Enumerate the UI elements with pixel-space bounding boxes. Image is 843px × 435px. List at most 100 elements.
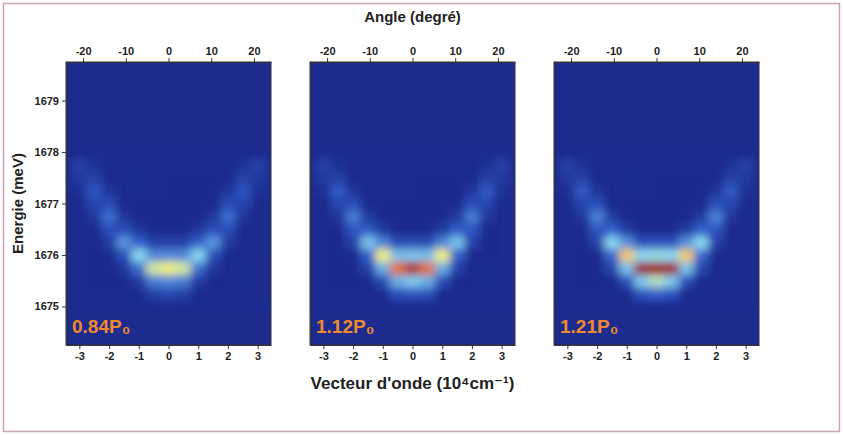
x2-tick-mark [327, 58, 328, 62]
heatmap-cell [206, 261, 221, 274]
heatmap-cell [494, 287, 509, 300]
heatmap-cell [723, 249, 738, 262]
x2-tick-mark [126, 58, 127, 62]
heatmap-cell [131, 274, 146, 287]
heatmap-cell [664, 249, 679, 262]
heatmap-cell [191, 197, 206, 210]
y-tick: 1677 [35, 198, 66, 210]
x2-tick-mark [614, 58, 615, 62]
x2-tick-mark [657, 58, 658, 62]
x2-tick: 0 [410, 45, 416, 62]
heatmap-cell [405, 261, 420, 274]
heatmap-cell [723, 274, 738, 287]
x-tick-mark [597, 345, 598, 349]
x2-tick-mark [571, 58, 572, 62]
heatmap-cell [420, 274, 435, 287]
heatmap-cell [361, 171, 376, 184]
heatmap-cell [390, 158, 405, 171]
heatmap-cell [206, 274, 221, 287]
heatmap-cell [361, 261, 376, 274]
x-tick-label: 2 [469, 350, 475, 362]
x2-tick-mark [742, 58, 743, 62]
plot-area [72, 158, 266, 300]
heatmap-cell [479, 223, 494, 236]
heatmap-cell [361, 287, 376, 300]
heatmap-cell [361, 236, 376, 249]
heatmap-cell [479, 197, 494, 210]
heatmap-cell [708, 274, 723, 287]
heatmap-cell [72, 249, 87, 262]
heatmap-cell [435, 249, 450, 262]
heatmap-cell [131, 223, 146, 236]
heatmap-cell [619, 184, 634, 197]
heatmap-cell [331, 287, 346, 300]
heatmap-cell [435, 210, 450, 223]
heatmap-cell [206, 249, 221, 262]
heatmap-cell [131, 158, 146, 171]
heatmap-cell [679, 274, 694, 287]
y-tick-label: 1676 [35, 249, 59, 261]
heatmap-cell [435, 197, 450, 210]
x2-tick: 10 [450, 45, 462, 62]
heatmap-cell [191, 223, 206, 236]
heatmap-cell [479, 210, 494, 223]
heatmap-cell [87, 287, 102, 300]
heatmap-cell [679, 210, 694, 223]
heatmap-cell [605, 249, 620, 262]
heatmap-cell [435, 287, 450, 300]
heatmap-cell [464, 171, 479, 184]
heatmap-cell [250, 197, 265, 210]
heatmap-cell [146, 158, 161, 171]
x-tick-label: 3 [255, 350, 261, 362]
heatmap-cell [316, 261, 331, 274]
heatmap-cell [346, 223, 361, 236]
heatmap-cell [191, 249, 206, 262]
y-tick-mark [62, 204, 66, 205]
y-axis: 16751676167716781679 [35, 63, 67, 346]
heatmap-cell [316, 287, 331, 300]
heatmap-cell [161, 197, 176, 210]
x-tick-mark [353, 345, 354, 349]
heatmap-cell [72, 184, 87, 197]
heatmap-cell [619, 197, 634, 210]
x-tick-label: -3 [563, 350, 573, 362]
heatmap-cell [316, 171, 331, 184]
x2-tick-label: 10 [694, 45, 706, 57]
x2-tick-mark [254, 58, 255, 62]
heatmap-cell [494, 171, 509, 184]
y-tick-label: 1677 [35, 198, 59, 210]
heatmap-cell [738, 287, 753, 300]
heatmap-cell [738, 274, 753, 287]
heatmap-cell [117, 236, 132, 249]
heatmap-cell [390, 287, 405, 300]
heatmap-cell [161, 158, 176, 171]
x2-tick-label: 10 [206, 45, 218, 57]
heatmap-cell [450, 236, 465, 249]
heatmap-cell [176, 236, 191, 249]
heatmap-cell [679, 184, 694, 197]
heatmap-cell [176, 197, 191, 210]
heatmap-cell [694, 158, 709, 171]
heatmap-cell [679, 261, 694, 274]
x2-axis: -20-1001020 [67, 45, 272, 63]
plot-area [316, 158, 510, 300]
heatmap-cell [723, 158, 738, 171]
x2-tick-label: 0 [654, 45, 660, 57]
heatmap-cell [346, 287, 361, 300]
heatmap-cell [316, 197, 331, 210]
heatmap-cell [117, 274, 132, 287]
heatmap-cell [346, 184, 361, 197]
heatmap-cell [679, 158, 694, 171]
heatmap-cell [450, 249, 465, 262]
heatmap-cell [619, 210, 634, 223]
heatmap-cell [146, 249, 161, 262]
x-axis: -3-2-10123 [67, 345, 272, 362]
heatmap-cell [420, 223, 435, 236]
heatmap-cell [464, 158, 479, 171]
heatmap-cell [464, 249, 479, 262]
heatmap-cell [87, 274, 102, 287]
x-tick: -1 [134, 345, 144, 362]
heatmap-cell [250, 261, 265, 274]
x2-tick: -20 [564, 45, 580, 62]
heatmap-cell [206, 223, 221, 236]
